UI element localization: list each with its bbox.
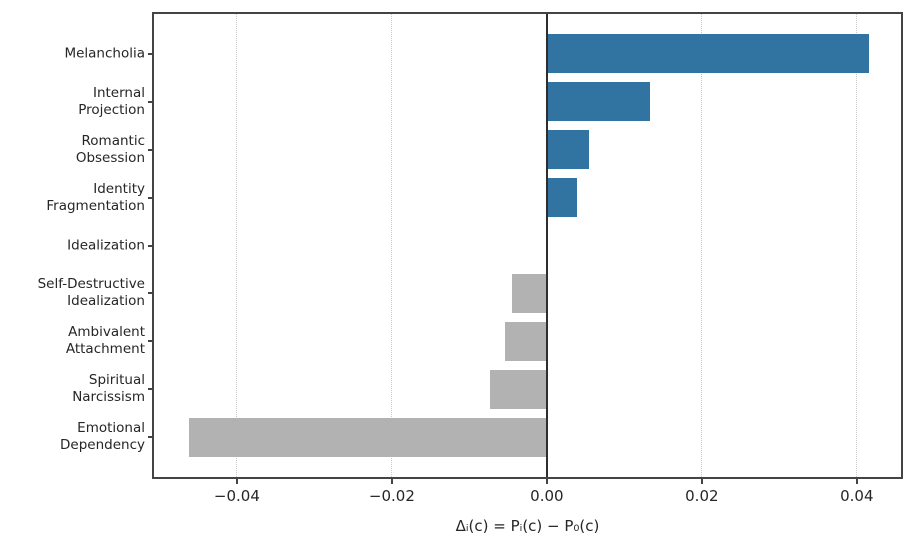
- y-tick-label-line: Attachment: [65, 341, 145, 358]
- bar: [546, 34, 870, 74]
- y-tick-label-line: Obsession: [75, 149, 145, 166]
- x-tick-label: 0.02: [685, 487, 719, 505]
- bar: [546, 178, 578, 218]
- y-tick-label: Self-Destructive Idealization: [38, 276, 145, 310]
- y-tick-label-line: Internal: [92, 84, 145, 101]
- x-tick-mark: [545, 479, 548, 484]
- y-tick-mark: [148, 52, 152, 55]
- y-tick-label-line: Self-Destructive: [37, 276, 145, 293]
- y-tick-mark: [148, 388, 152, 391]
- y-tick-label-line: Dependency: [60, 437, 145, 454]
- y-tick-label-line: Spiritual: [88, 372, 145, 389]
- x-tick-mark: [390, 479, 393, 484]
- y-tick-label-line: Idealization: [67, 237, 145, 253]
- x-tick-label: −0.04: [213, 487, 260, 505]
- y-tick-label: Idealization: [67, 237, 145, 254]
- y-tick-label: Emotional Dependency: [60, 420, 145, 454]
- y-tick-label: Melancholia: [64, 45, 145, 62]
- y-tick-label: Romantic Obsession: [76, 133, 145, 167]
- grid-line: [391, 14, 393, 477]
- y-tick-label: Spiritual Narcissism: [72, 372, 145, 406]
- bar: [188, 417, 547, 457]
- grid-line: [236, 14, 238, 477]
- x-tick-mark: [855, 479, 858, 484]
- y-tick-label: Identity Fragmentation: [46, 181, 145, 215]
- bar: [505, 321, 547, 361]
- y-tick-mark: [148, 292, 152, 295]
- y-tick-label-line: Melancholia: [64, 45, 145, 62]
- bar: [489, 369, 547, 409]
- y-tick-label: Ambivalent Attachment: [66, 324, 145, 358]
- y-tick-label-line: Fragmentation: [46, 197, 145, 214]
- y-tick-label-line: Emotional: [77, 420, 145, 437]
- plot-area: [152, 12, 903, 479]
- y-tick-mark: [148, 244, 152, 247]
- zero-line: [545, 14, 548, 477]
- y-tick-mark: [148, 196, 152, 199]
- x-axis-label: Δᵢ(c) = Pᵢ(c) − P₀(c): [455, 517, 600, 535]
- y-tick-label-line: Ambivalent: [68, 324, 145, 341]
- bar: [546, 130, 590, 170]
- grid-line: [701, 14, 703, 477]
- y-tick-mark: [148, 100, 152, 103]
- y-tick-label-line: Narcissism: [72, 389, 145, 406]
- grid-line: [856, 14, 858, 477]
- y-tick-mark: [148, 340, 152, 343]
- x-tick-mark: [235, 479, 238, 484]
- y-tick-label-line: Idealization: [67, 293, 145, 310]
- x-tick-label: −0.02: [368, 487, 415, 505]
- x-tick-label: 0.00: [530, 487, 564, 505]
- y-tick-label-line: Identity: [93, 180, 145, 197]
- y-tick-mark: [148, 148, 152, 151]
- x-tick-label: 0.04: [840, 487, 874, 505]
- bar: [512, 273, 547, 313]
- y-tick-label-line: Romantic: [81, 132, 145, 149]
- y-tick-mark: [148, 436, 152, 439]
- x-tick-mark: [700, 479, 703, 484]
- y-tick-label: Internal Projection: [78, 85, 145, 119]
- y-tick-label-line: Projection: [78, 101, 145, 118]
- bar: [546, 82, 650, 122]
